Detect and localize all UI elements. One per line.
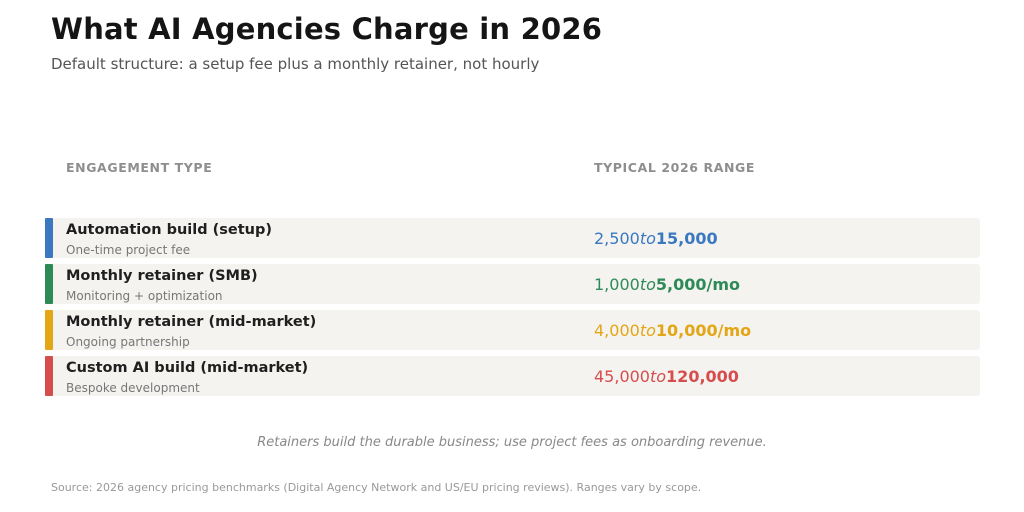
price-range-low: 45,000 [594,367,650,386]
price-range-low: 1,000 [594,275,640,294]
price-range-separator: to [649,367,667,386]
price-range-separator: to [639,321,656,340]
engagement-name: Monthly retainer (mid-market) [66,314,317,330]
engagement-name: Monthly retainer (SMB) [66,268,258,284]
price-range-low: 4,000 [594,321,640,340]
price-range-separator: to [639,275,656,294]
price-range: 2,500to15,000 [594,229,718,248]
column-header-typical-range: TYPICAL 2026 RANGE [594,160,756,175]
engagement-description: Ongoing partnership [66,335,190,349]
price-range-high: 120,000 [666,367,739,386]
table-row: Monthly retainer (SMB) Monitoring + opti… [45,264,980,304]
page-subtitle: Default structure: a setup fee plus a mo… [51,55,540,73]
price-range-high: 10,000/mo [655,321,752,340]
price-range-separator: to [639,229,656,248]
table-row: Automation build (setup) One-time projec… [45,218,980,258]
engagement-name: Automation build (setup) [66,222,272,238]
table-row: Custom AI build (mid-market) Bespoke dev… [45,356,980,396]
price-range: 4,000to10,000/mo [594,321,751,340]
row-color-bar [45,264,53,304]
price-range-high: 5,000/mo [655,275,740,294]
footnote-takeaway: Retainers build the durable business; us… [257,435,767,450]
row-color-bar [45,310,53,350]
source-citation: Source: 2026 agency pricing benchmarks (… [51,481,702,494]
engagement-name: Custom AI build (mid-market) [66,360,309,376]
price-range-high: 15,000 [655,229,718,248]
pricing-table: Automation build (setup) One-time projec… [45,218,980,402]
table-row: Monthly retainer (mid-market) Ongoing pa… [45,310,980,350]
engagement-description: Bespoke development [66,381,200,395]
row-color-bar [45,356,53,396]
engagement-description: One-time project fee [66,243,191,257]
price-range-low: 2,500 [594,229,640,248]
column-header-engagement-type: ENGAGEMENT TYPE [66,160,213,175]
price-range: 45,000to120,000 [594,367,739,386]
page-title: What AI Agencies Charge in 2026 [51,12,603,46]
row-color-bar [45,218,53,258]
engagement-description: Monitoring + optimization [66,289,223,303]
price-range: 1,000to5,000/mo [594,275,740,294]
